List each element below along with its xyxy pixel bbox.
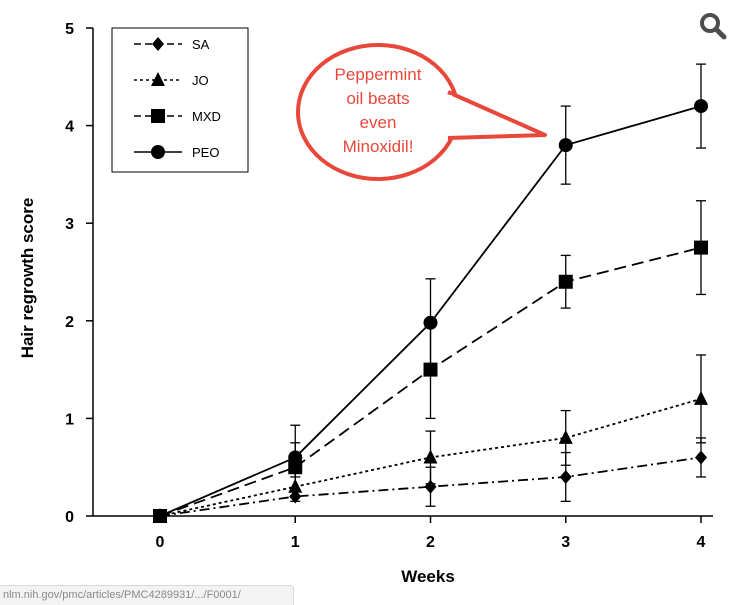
data-point (694, 99, 708, 114)
data-point (153, 509, 167, 523)
x-axis-label: Weeks (401, 567, 455, 586)
x-ticks: 0 1 2 3 4 (156, 516, 706, 551)
data-point (558, 138, 573, 153)
data-point (694, 390, 708, 405)
y-axis-label: Hair regrowth score (18, 198, 37, 359)
series-layer (153, 63, 708, 523)
x-tick-label: 2 (426, 534, 435, 551)
legend-marker (151, 72, 165, 86)
data-point (695, 450, 707, 465)
series-peo (153, 63, 708, 523)
legend-item-peo: PEO (134, 145, 219, 160)
data-point (288, 450, 303, 465)
x-tick-label: 4 (697, 534, 706, 551)
legend-marker (151, 145, 165, 159)
legend-item-sa: SA (134, 37, 210, 52)
y-tick-label: 0 (65, 509, 74, 526)
legend-marker (151, 109, 165, 123)
chart-axes (92, 28, 713, 517)
data-point (423, 315, 438, 330)
bubble-tail-cover (444, 95, 452, 135)
data-point (423, 449, 438, 464)
annotation-text: Peppermint oil beats even Minoxidil! (335, 65, 422, 156)
data-point (558, 429, 573, 444)
legend-label: MXD (192, 109, 221, 124)
magnifier-icon[interactable] (697, 10, 729, 42)
legend-item-jo: JO (134, 72, 209, 88)
legend-label: JO (192, 73, 209, 88)
y-tick-label: 3 (65, 216, 74, 233)
y-ticks: 0 1 2 3 4 5 (65, 21, 93, 526)
data-point (694, 240, 708, 255)
annotation-line: even (360, 113, 397, 132)
legend-box (111, 27, 249, 173)
legend-label: SA (192, 37, 210, 52)
legend-items: SA JO MXD PEO (134, 37, 221, 160)
legend-label: PEO (192, 145, 219, 160)
annotation-line: oil beats (346, 89, 409, 108)
data-point (559, 469, 572, 484)
annotation-bubble: Peppermint oil beats even Minoxidil! (296, 43, 547, 181)
annotation-line: Minoxidil! (343, 137, 414, 156)
x-tick-label: 3 (561, 534, 570, 551)
y-tick-label: 4 (65, 119, 74, 136)
annotation-line: Peppermint (335, 65, 422, 84)
y-tick-label: 5 (65, 21, 74, 38)
legend: SA JO MXD PEO (111, 27, 249, 173)
bubble-tail (447, 90, 547, 140)
y-tick-label: 1 (65, 411, 74, 428)
x-tick-label: 1 (291, 534, 300, 551)
legend-marker (152, 37, 164, 51)
x-tick-label: 0 (156, 534, 165, 551)
data-point (558, 274, 573, 289)
legend-item-mxd: MXD (134, 109, 221, 124)
status-bar-url: nlm.nih.gov/pmc/articles/PMC4289931/.../… (0, 585, 294, 605)
y-tick-label: 2 (65, 314, 74, 331)
